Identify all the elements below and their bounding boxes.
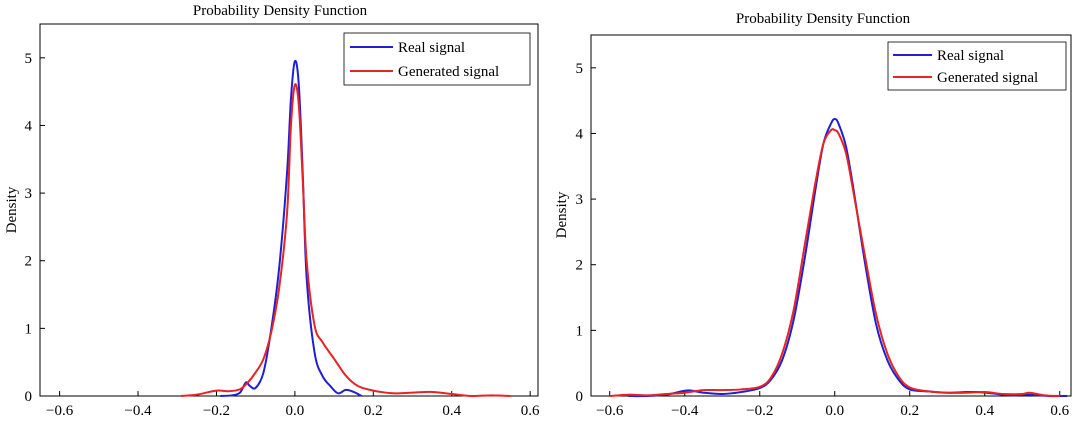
legend-box: [343, 32, 531, 86]
legend-label-real-signal: Real signal: [398, 40, 465, 56]
y-tick-label: 3: [576, 192, 584, 208]
plot-frame: [39, 23, 539, 397]
y-tick-label: 2: [576, 258, 584, 274]
y-tick-label: 2: [25, 254, 33, 270]
x-tick-label: 0.2: [900, 403, 919, 419]
legend: Real signal Generated signal: [887, 41, 1067, 91]
y-tick-label: 0: [25, 389, 33, 405]
y-tick-label: 1: [25, 321, 33, 337]
x-tick-label: −0.6: [596, 403, 624, 419]
x-tick-label: −0.4: [671, 403, 699, 419]
y-tick-label: 5: [25, 51, 33, 67]
plot-frame: [590, 34, 1072, 397]
series-layer: [181, 59, 511, 398]
x-tick-label: 0.2: [364, 403, 383, 419]
x-tick-label: 0.6: [1050, 403, 1069, 419]
series-layer: [609, 118, 1068, 398]
legend: Real signal Generated signal: [343, 32, 531, 86]
x-tick-label: 0.4: [975, 403, 994, 419]
x-tick-label: 0.6: [521, 403, 540, 419]
series-line-generated-signal: [609, 128, 1060, 397]
x-axis: −0.6 −0.4 −0.2 0.0 0.2 0.4 0.6: [46, 391, 540, 419]
chart-left: Probability Density Function Density −0.…: [4, 3, 540, 419]
x-tick-label: −0.4: [124, 403, 152, 419]
x-tick-label: 0.0: [825, 403, 844, 419]
x-tick-label: 0.0: [286, 403, 305, 419]
y-tick-label: 1: [576, 323, 584, 339]
y-tick-label: 0: [576, 389, 584, 405]
legend-label-generated-signal: Generated signal: [398, 64, 499, 80]
y-tick-label: 4: [25, 118, 33, 134]
y-axis: 0 1 2 3 4 5: [25, 51, 45, 405]
chart-title: Probability Density Function: [736, 11, 911, 27]
legend-label-real-signal: Real signal: [937, 48, 1004, 64]
y-axis-label: Density: [554, 191, 570, 238]
chart-title: Probability Density Function: [193, 3, 368, 19]
y-axis: 0 1 2 3 4 5: [576, 61, 596, 405]
x-tick-label: −0.6: [46, 403, 74, 419]
y-axis-label: Density: [4, 186, 20, 233]
y-tick-label: 5: [576, 61, 584, 77]
legend-label-generated-signal: Generated signal: [937, 70, 1038, 86]
x-tick-label: 0.4: [442, 403, 461, 419]
y-tick-label: 4: [576, 126, 584, 142]
x-tick-label: −0.2: [203, 403, 230, 419]
x-axis: −0.6 −0.4 −0.2 0.0 0.2 0.4 0.6: [596, 391, 1070, 419]
chart-right: Probability Density Function Density −0.…: [554, 11, 1072, 419]
x-tick-label: −0.2: [746, 403, 773, 419]
series-line-real-signal: [220, 59, 363, 397]
legend-box: [887, 41, 1067, 91]
y-tick-label: 3: [25, 186, 33, 202]
series-line-generated-signal: [181, 83, 511, 398]
